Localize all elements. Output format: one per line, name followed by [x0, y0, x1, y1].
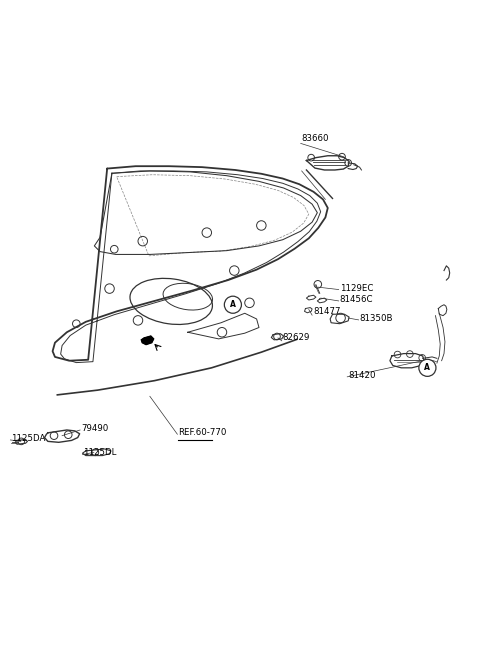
Text: 82629: 82629 — [283, 333, 310, 342]
Text: A: A — [424, 364, 431, 372]
Text: 1129EC: 1129EC — [340, 284, 373, 293]
Text: 81420: 81420 — [348, 371, 376, 380]
Circle shape — [224, 296, 241, 313]
Text: REF.60-770: REF.60-770 — [179, 428, 227, 437]
Text: 81477: 81477 — [313, 307, 341, 316]
Text: 81456C: 81456C — [340, 295, 373, 304]
Circle shape — [419, 360, 436, 377]
Polygon shape — [141, 336, 154, 345]
Text: 81350B: 81350B — [360, 314, 393, 323]
Text: 79490: 79490 — [81, 424, 108, 433]
Text: 1125DA: 1125DA — [12, 434, 46, 443]
Text: A: A — [230, 300, 236, 309]
Text: 83660: 83660 — [301, 134, 329, 143]
Text: 1125DL: 1125DL — [84, 449, 117, 457]
